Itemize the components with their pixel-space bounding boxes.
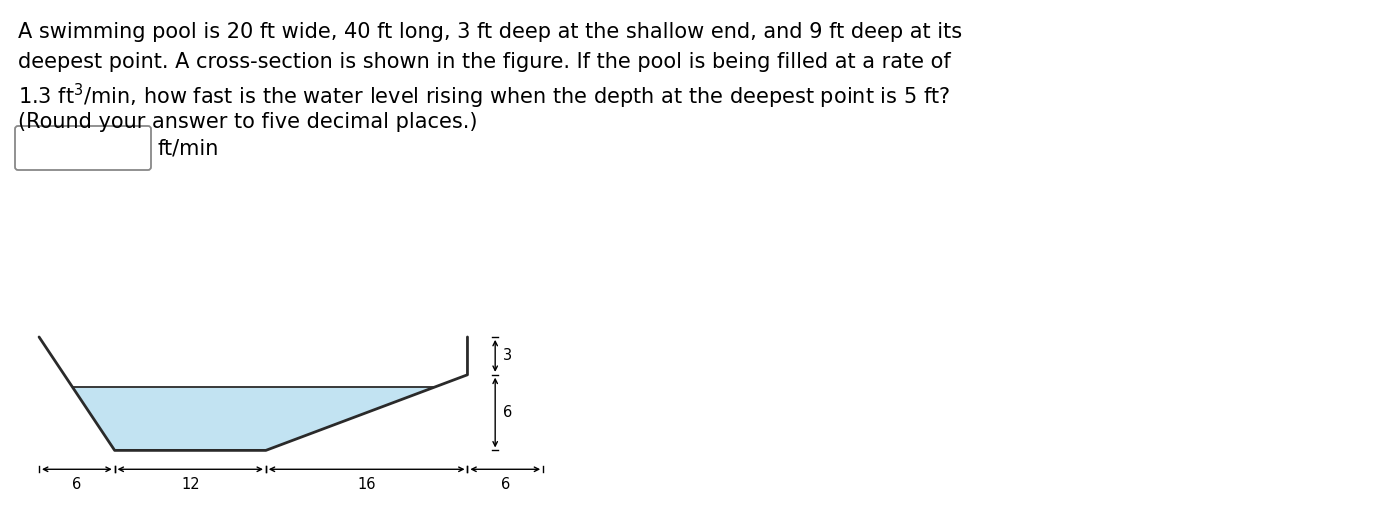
Text: deepest point. A cross-section is shown in the figure. If the pool is being fill: deepest point. A cross-section is shown … (18, 52, 951, 72)
Text: (Round your answer to five decimal places.): (Round your answer to five decimal place… (18, 112, 478, 132)
Text: 1.3 ft$^3$/min, how fast is the water level rising when the depth at the deepest: 1.3 ft$^3$/min, how fast is the water le… (18, 82, 951, 111)
Text: 6: 6 (503, 405, 511, 420)
Text: 16: 16 (358, 477, 376, 492)
Text: 12: 12 (182, 477, 200, 492)
Text: A swimming pool is 20 ft wide, 40 ft long, 3 ft deep at the shallow end, and 9 f: A swimming pool is 20 ft wide, 40 ft lon… (18, 22, 962, 42)
Text: 3: 3 (503, 348, 511, 363)
Text: 6: 6 (72, 477, 82, 492)
Polygon shape (72, 387, 434, 451)
Text: 6: 6 (500, 477, 510, 492)
FancyBboxPatch shape (15, 126, 151, 170)
Text: ft/min: ft/min (158, 138, 219, 158)
